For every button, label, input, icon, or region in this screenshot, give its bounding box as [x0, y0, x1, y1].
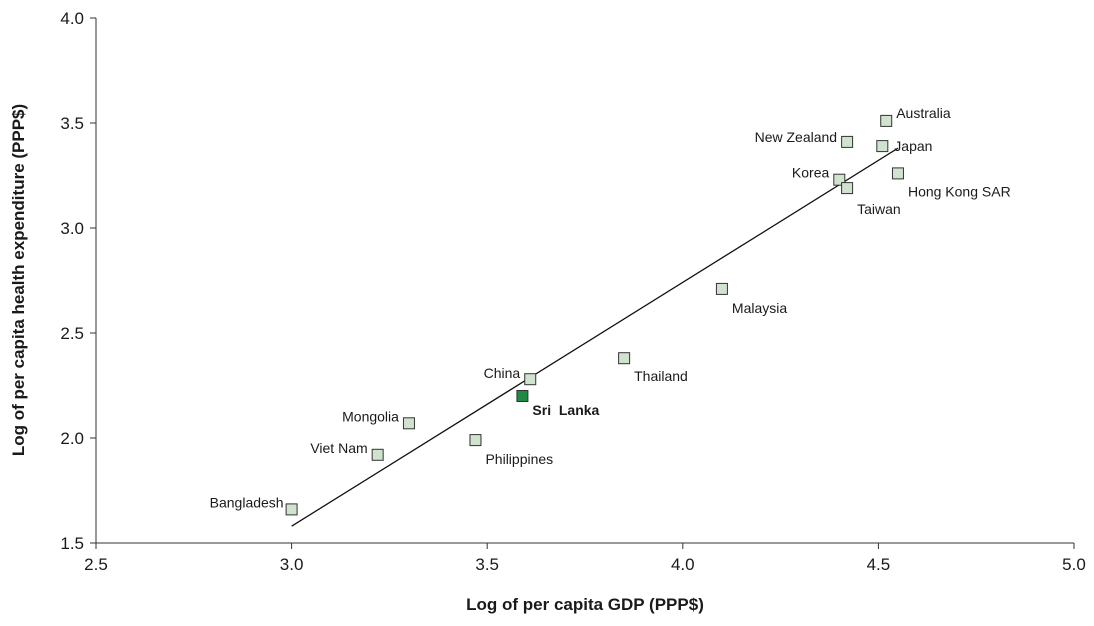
data-point-label: Korea: [792, 165, 830, 181]
y-tick-label: 4.0: [60, 9, 84, 28]
data-points: Bangladesh Viet Nam Mongolia Philippines Sri…: [210, 105, 1011, 516]
data-point-label: Philippines: [485, 451, 553, 467]
data-point-japan: [876, 140, 889, 153]
x-tick-label: 3.0: [280, 555, 304, 574]
data-point-china: [524, 373, 537, 386]
data-point-label: China: [484, 365, 521, 381]
data-point-korea: [833, 173, 846, 186]
x-tick-label: 3.5: [475, 555, 499, 574]
data-point-label: Bangladesh: [210, 494, 284, 510]
data-point-label: Taiwan: [857, 201, 901, 217]
y-tick-label: 3.0: [60, 219, 84, 238]
data-point-philippines: [469, 434, 482, 447]
data-point-taiwan: [841, 182, 854, 195]
data-point-thailand: [618, 352, 631, 365]
trendline: [291, 147, 899, 527]
data-point-label: Thailand: [634, 368, 688, 384]
x-axis-ticks: 2.5 3.0 3.5 4.0 4.5 5.0: [84, 543, 1086, 574]
y-tick-label: 1.5: [60, 534, 84, 553]
y-tick-label: 2.5: [60, 324, 84, 343]
data-point-label: Hong Kong SAR: [908, 183, 1011, 199]
data-point-malaysia: [715, 282, 728, 295]
data-point-label: Australia: [896, 105, 951, 121]
x-tick-label: 4.5: [867, 555, 891, 574]
data-point-mongolia: [402, 417, 415, 430]
data-point-viet-nam: [371, 448, 384, 461]
x-tick-label: 5.0: [1062, 555, 1086, 574]
data-point-label: Malaysia: [732, 300, 787, 316]
data-point-hong-kong-sar: [891, 167, 904, 180]
data-point-label: Mongolia: [342, 408, 399, 424]
data-point-label: Sri Lanka: [532, 402, 599, 418]
y-axis-ticks: 1.5 2.0 2.5 3.0 3.5 4.0: [60, 9, 96, 553]
y-axis-title: Log of per capita health expenditure (PP…: [9, 104, 28, 456]
y-tick-label: 2.0: [60, 429, 84, 448]
x-axis-title: Log of per capita GDP (PPP$): [466, 595, 704, 614]
data-point-label: Japan: [894, 138, 932, 154]
y-tick-label: 3.5: [60, 114, 84, 133]
data-point-sri-lanka: [516, 390, 529, 402]
data-point-australia: [880, 114, 893, 127]
x-tick-label: 4.0: [671, 555, 695, 574]
x-tick-label: 2.5: [84, 555, 108, 574]
data-point-label: New Zealand: [755, 129, 838, 145]
data-point-new-zealand: [841, 135, 854, 148]
data-point-label: Viet Nam: [310, 440, 367, 456]
data-point-bangladesh: [285, 503, 298, 516]
